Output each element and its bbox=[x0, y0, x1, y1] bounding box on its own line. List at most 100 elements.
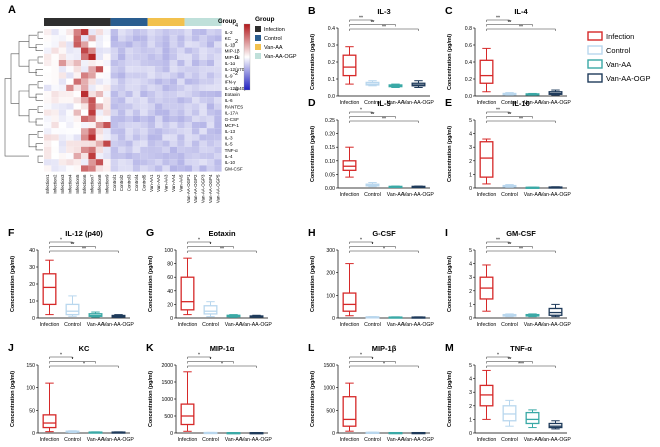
heatmap-cell bbox=[73, 109, 81, 116]
heatmap-cell bbox=[192, 140, 200, 147]
heatmap-cell bbox=[132, 122, 141, 129]
heatmap-cell bbox=[95, 78, 104, 85]
heatmap-cell bbox=[162, 47, 170, 54]
heatmap-cell bbox=[88, 84, 96, 91]
heatmap-cell bbox=[199, 29, 207, 36]
box-panel-k: K MIP-1α 0 500 1000 1500 2000 Concentration (pg… bbox=[146, 342, 272, 443]
significance-marker: * bbox=[221, 361, 223, 367]
y-axis-label: Concentration (pg/ml) bbox=[148, 371, 154, 427]
heatmap-cell bbox=[103, 146, 111, 153]
y-tick-label: 0.15 bbox=[325, 145, 335, 151]
heatmap-cell bbox=[132, 53, 141, 60]
box-iqr bbox=[42, 273, 57, 306]
heatmap-cell bbox=[66, 60, 74, 67]
significance-marker: * bbox=[372, 242, 374, 248]
x-category-label: Infection bbox=[477, 322, 497, 328]
heatmap-cell bbox=[118, 103, 126, 110]
heatmap-cell bbox=[147, 41, 155, 48]
significance-bracket bbox=[349, 28, 419, 31]
significance-bracket bbox=[187, 365, 257, 368]
heatmap-cell bbox=[192, 115, 200, 122]
heatmap-column-label: Infection6 bbox=[82, 174, 87, 194]
significance-marker: ** bbox=[382, 24, 386, 30]
heatmap-cell bbox=[169, 47, 178, 54]
heatmap-cell bbox=[147, 153, 155, 160]
y-tick-label: 4 bbox=[469, 262, 472, 268]
heatmap-cell bbox=[73, 72, 81, 79]
heatmap-cell bbox=[125, 91, 133, 98]
heatmap-cell bbox=[192, 153, 200, 160]
significance-marker: *** bbox=[518, 361, 524, 367]
heatmap-cell bbox=[162, 122, 170, 129]
heatmap-cell bbox=[214, 140, 222, 147]
legend-label-infection: Infection bbox=[606, 32, 634, 41]
heatmap-cell bbox=[155, 72, 163, 79]
heatmap-cell bbox=[147, 60, 155, 67]
heatmap-cell bbox=[184, 53, 192, 60]
heatmap-cell bbox=[103, 140, 111, 147]
heatmap-cell bbox=[162, 29, 170, 36]
heatmap-column-label: Van-AA-OGP2 bbox=[193, 174, 198, 203]
heatmap-cell bbox=[192, 146, 200, 153]
heatmap-cell bbox=[103, 41, 111, 48]
heatmap-column-label: Control3 bbox=[127, 174, 132, 191]
heatmap-cell bbox=[88, 53, 96, 60]
heatmap-cell bbox=[73, 66, 81, 73]
heatmap-cell bbox=[132, 47, 141, 54]
box-panel-g: G Eotaxin 0 20 40 60 80 100 Concentration (pg/ml… bbox=[146, 227, 272, 328]
significance-bracket bbox=[349, 24, 396, 27]
heatmap-row-label: KC bbox=[225, 36, 232, 41]
heatmap-cell bbox=[88, 146, 96, 153]
heatmap-cell bbox=[81, 128, 89, 135]
box-panel-m: M TNF-α 0 1 2 3 4 5 Concentration (pg/ml) Infecti… bbox=[445, 342, 571, 443]
heatmap-cell bbox=[132, 91, 141, 98]
heatmap-cell bbox=[199, 53, 207, 60]
heatmap-cell bbox=[81, 91, 89, 98]
heatmap-cell bbox=[73, 103, 81, 110]
x-category-label: Van-AA bbox=[387, 322, 405, 328]
heatmap-cell bbox=[132, 153, 141, 160]
heatmap-cell bbox=[162, 159, 170, 166]
heatmap-cell bbox=[140, 41, 148, 48]
heatmap-cell bbox=[155, 153, 163, 160]
heatmap-cell bbox=[206, 134, 215, 141]
box-panel-i: I GM-CSF 0 1 2 3 4 5 Concentration (pg/ml) Infect… bbox=[445, 227, 571, 328]
heatmap-cell bbox=[214, 91, 222, 98]
heatmap-column-label: Control4 bbox=[134, 174, 139, 191]
heatmap-cell bbox=[44, 41, 52, 48]
box-iqr bbox=[479, 141, 494, 178]
y-tick-label: 0 bbox=[469, 186, 472, 192]
y-tick-label: 3 bbox=[469, 390, 472, 396]
y-tick-label: 3 bbox=[469, 145, 472, 151]
heatmap-cell bbox=[155, 140, 163, 147]
heatmap-cell bbox=[147, 72, 155, 79]
heatmap-cell bbox=[192, 91, 200, 98]
y-tick-label: 40 bbox=[167, 289, 173, 295]
heatmap-cell bbox=[44, 66, 52, 73]
heatmap-cell bbox=[214, 109, 222, 116]
y-axis-label: Concentration (pg/ml) bbox=[310, 256, 316, 312]
heatmap-cell bbox=[110, 41, 118, 48]
heatmap-cell bbox=[81, 165, 89, 172]
y-tick-label: 0 bbox=[32, 316, 35, 322]
dendrogram-branch bbox=[35, 93, 43, 101]
y-tick-label: 80 bbox=[167, 262, 173, 268]
scale-tick-minus-2: -2 bbox=[233, 71, 238, 77]
heatmap-cell bbox=[88, 128, 96, 135]
heatmap-cell bbox=[51, 78, 59, 85]
significance-bracket bbox=[349, 356, 373, 359]
heatmap-cell bbox=[88, 165, 96, 172]
x-category-label: Control bbox=[501, 192, 518, 198]
heatmap-cell bbox=[184, 103, 192, 110]
x-category-label: Control bbox=[64, 322, 81, 328]
y-tick-label: 30 bbox=[29, 265, 35, 271]
heatmap-cell bbox=[169, 153, 178, 160]
heatmap-cell bbox=[155, 165, 163, 172]
panel-label: B bbox=[308, 5, 316, 17]
heatmap-cell bbox=[199, 165, 207, 172]
heatmap-cell bbox=[184, 66, 192, 73]
heatmap-cell bbox=[44, 103, 52, 110]
heatmap-cell bbox=[206, 60, 215, 67]
heatmap-cell bbox=[192, 109, 200, 116]
y-tick-label: 50 bbox=[29, 408, 35, 414]
